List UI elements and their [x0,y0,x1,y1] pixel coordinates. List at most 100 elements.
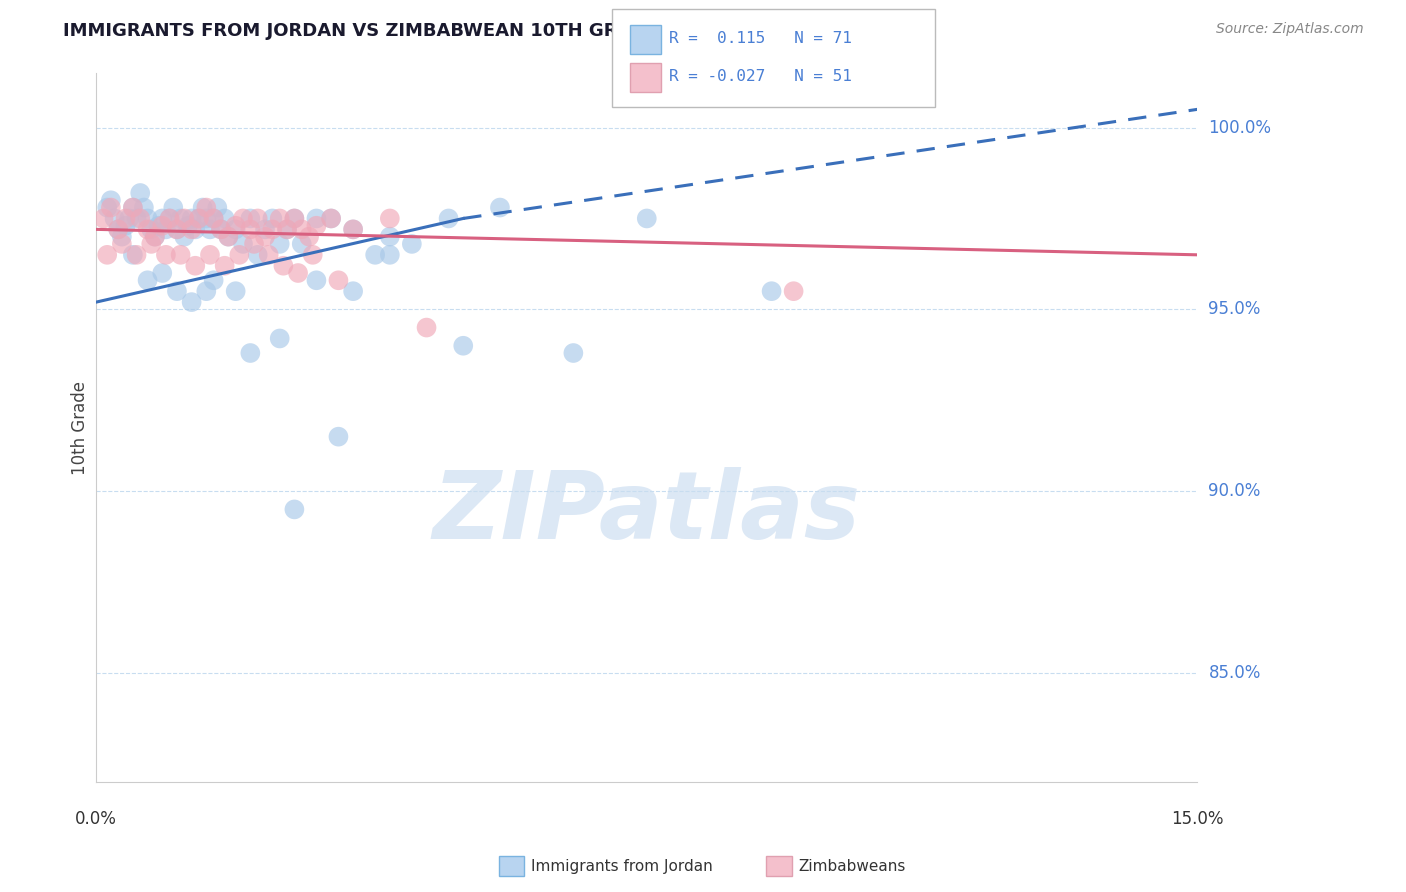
Point [489,201,512,215]
Point [232,211,254,226]
Point [328,430,350,444]
Point [159,211,181,226]
Point [162,201,184,215]
Point [283,211,305,226]
Point [141,222,163,236]
Point [188,211,211,226]
Point [180,211,202,226]
Point [136,211,159,226]
Point [111,236,134,251]
Point [301,248,323,262]
Point [122,201,145,215]
Point [342,284,364,298]
Point [202,273,225,287]
Point [180,295,202,310]
Point [562,346,585,360]
Point [257,248,280,262]
Point [173,211,195,226]
Point [262,211,284,226]
Point [191,201,214,215]
Point [155,222,177,236]
Point [319,211,342,226]
Text: Zimbabweans: Zimbabweans [799,859,905,873]
Point [195,211,218,226]
Text: 90.0%: 90.0% [1209,483,1261,500]
Point [328,273,350,287]
Point [125,211,148,226]
Point [111,229,134,244]
Point [136,222,159,236]
Point [169,211,191,226]
Point [96,201,118,215]
Text: ZIPatlas: ZIPatlas [433,467,860,558]
Point [342,222,364,236]
Text: R =  0.115   N = 71: R = 0.115 N = 71 [669,31,852,45]
Text: 95.0%: 95.0% [1209,301,1261,318]
Point [401,236,423,251]
Text: 85.0%: 85.0% [1209,664,1261,682]
Point [225,219,247,233]
Point [150,219,173,233]
Point [195,284,218,298]
Text: Source: ZipAtlas.com: Source: ZipAtlas.com [1216,22,1364,37]
Point [243,236,266,251]
Point [148,219,170,233]
Point [225,284,247,298]
Point [155,248,177,262]
Point [254,222,277,236]
Point [180,222,202,236]
Point [283,502,305,516]
Text: 15.0%: 15.0% [1171,810,1223,828]
Point [378,211,401,226]
Point [150,211,173,226]
Point [166,222,188,236]
Point [122,248,145,262]
Point [107,222,129,236]
Point [283,211,305,226]
Point [143,229,166,244]
Point [209,222,232,236]
Point [378,248,401,262]
Point [129,186,152,200]
Point [188,211,211,226]
Point [141,236,163,251]
Point [184,259,207,273]
Point [342,222,364,236]
Point [169,248,191,262]
Point [198,248,221,262]
Point [198,222,221,236]
Point [93,211,115,226]
Point [195,201,218,215]
Point [246,248,269,262]
Point [291,236,314,251]
Point [298,229,321,244]
Point [415,320,437,334]
Point [173,229,195,244]
Point [159,211,181,226]
Point [262,222,284,236]
Point [451,339,474,353]
Point [239,222,262,236]
Point [96,248,118,262]
Point [232,236,254,251]
Point [437,211,460,226]
Point [636,211,658,226]
Point [225,222,247,236]
Point [150,266,173,280]
Point [273,259,295,273]
Point [761,284,783,298]
Point [100,194,122,208]
Point [782,284,804,298]
Point [132,201,155,215]
Point [100,201,122,215]
Point [122,201,145,215]
Point [287,266,309,280]
Point [214,259,236,273]
Point [305,273,328,287]
Point [166,284,188,298]
Point [269,211,291,226]
Point [217,229,239,244]
Y-axis label: 10th Grade: 10th Grade [72,381,89,475]
Point [107,222,129,236]
Text: Immigrants from Jordan: Immigrants from Jordan [531,859,713,873]
